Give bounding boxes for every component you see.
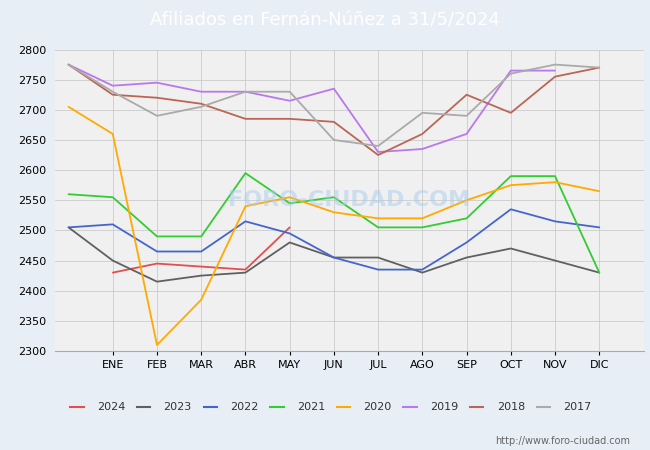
Text: http://www.foro-ciudad.com: http://www.foro-ciudad.com [495, 436, 630, 446]
Text: Afiliados en Fernán-Núñez a 31/5/2024: Afiliados en Fernán-Núñez a 31/5/2024 [150, 11, 500, 29]
Text: 2017: 2017 [564, 402, 592, 412]
Text: 2020: 2020 [363, 402, 392, 412]
Text: 2022: 2022 [230, 402, 259, 412]
Text: 2021: 2021 [297, 402, 325, 412]
Text: FORO-CIUDAD.COM: FORO-CIUDAD.COM [228, 190, 471, 210]
Text: 2024: 2024 [97, 402, 125, 412]
Text: 2023: 2023 [164, 402, 192, 412]
Text: 2018: 2018 [497, 402, 525, 412]
Text: 2019: 2019 [430, 402, 458, 412]
